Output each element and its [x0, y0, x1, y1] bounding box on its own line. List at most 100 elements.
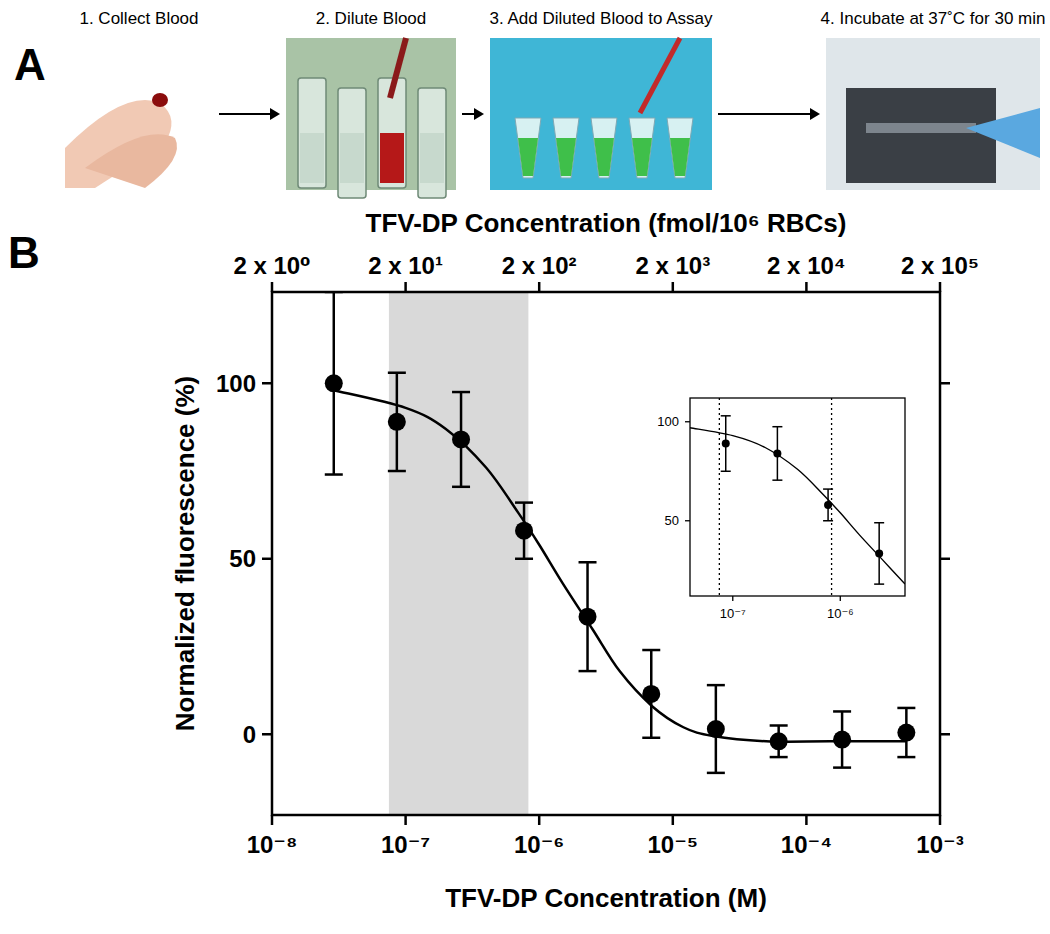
liquid	[300, 133, 324, 183]
liquid	[556, 138, 576, 176]
x-tick-label: 10⁻⁶	[827, 606, 854, 621]
y-axis-title: Normalized fluorescence (%)	[170, 376, 200, 731]
tube	[591, 118, 617, 178]
error-bar-cap	[388, 371, 406, 374]
arrow	[718, 113, 812, 115]
tube	[418, 88, 446, 198]
error-bar	[642, 650, 660, 738]
y-tick-label: 50	[665, 513, 679, 528]
finger	[85, 134, 177, 188]
x2-tick-label: 2 x 10¹	[368, 252, 443, 279]
illustration-bg	[65, 38, 213, 190]
figure: A 1. Collect Blood 2. Dilute Blood 3. Add D…	[0, 0, 1050, 934]
x2-tick	[672, 282, 675, 292]
error-bar-cap	[874, 522, 884, 524]
glove	[966, 108, 1040, 158]
error-bar-cap	[772, 426, 782, 428]
x-tick	[805, 815, 808, 825]
arrow-head	[474, 108, 484, 120]
liquid	[518, 138, 538, 176]
x2-tick-label: 2 x 10⁵	[901, 252, 979, 279]
tube	[515, 118, 541, 178]
error-bar-cap	[325, 473, 343, 476]
step-title: 4. Incubate at 37˚C for 30 min	[821, 9, 1046, 28]
background	[0, 0, 1050, 934]
y-tick	[262, 558, 272, 561]
error-bar-cap	[772, 479, 782, 481]
pipette	[640, 38, 680, 113]
error-bar-cap	[833, 710, 851, 713]
chart: 10⁻⁸10⁻⁷10⁻⁶10⁻⁵10⁻⁴10⁻³0501002 x 10⁰2 x…	[170, 208, 979, 913]
x-tick	[840, 596, 841, 601]
error-bar-cap	[707, 684, 725, 687]
x-tick-label: 10⁻⁶	[514, 831, 564, 858]
data-point	[722, 440, 730, 448]
x-tick	[404, 815, 407, 825]
y-tick	[685, 520, 690, 521]
y-tick-right	[940, 382, 950, 385]
error-bar	[579, 562, 597, 671]
plot-background	[690, 398, 905, 596]
error-bar-cap	[707, 772, 725, 775]
x2-tick	[805, 282, 808, 292]
error-bar-cap	[642, 737, 660, 740]
pipette	[390, 38, 406, 98]
y-tick	[685, 421, 690, 422]
x2-tick-label: 2 x 10³	[635, 252, 710, 279]
tube	[338, 88, 366, 198]
y-tick-label: 0	[243, 721, 256, 748]
data-point	[325, 374, 343, 392]
error-bar-cap	[770, 724, 788, 727]
error-bar	[325, 292, 343, 475]
x-tick	[672, 815, 675, 825]
error-bar-cap	[452, 391, 470, 394]
error-bar-cap	[823, 488, 833, 490]
incubator	[846, 88, 996, 183]
x-tick-label: 10⁻⁸	[247, 831, 298, 858]
x2-tick	[538, 282, 541, 292]
error-bar-cap	[770, 756, 788, 759]
liquid	[420, 133, 444, 183]
y-tick-label: 100	[216, 370, 256, 397]
error-bar-cap	[897, 756, 915, 759]
step-title: 1. Collect Blood	[79, 9, 198, 28]
plot-frame	[272, 292, 940, 815]
error-bar-cap	[452, 486, 470, 489]
x-tick-label: 10⁻⁷	[381, 831, 430, 858]
x2-tick-label: 2 x 10⁴	[767, 252, 846, 279]
error-bar-cap	[897, 707, 915, 710]
x-tick	[538, 815, 541, 825]
liquid	[670, 138, 690, 176]
step-illustration	[65, 38, 213, 190]
plot-frame	[690, 398, 905, 596]
x-tick-label: 10⁻⁴	[781, 831, 832, 858]
error-bar-cap	[642, 649, 660, 652]
step-title: 3. Add Diluted Blood to Assay	[489, 9, 713, 28]
data-point	[833, 731, 851, 749]
error-bar-cap	[833, 766, 851, 769]
plot-background	[272, 292, 940, 815]
step-illustration	[286, 38, 456, 198]
step-title: 2. Dilute Blood	[316, 9, 427, 28]
inset-chart: 10⁻⁷10⁻⁶50100	[657, 398, 905, 621]
data-point	[388, 413, 406, 431]
error-bar-cap	[823, 520, 833, 522]
error-bar-cap	[388, 470, 406, 473]
x-tick-label: 10⁻⁵	[647, 831, 698, 858]
liquid	[380, 133, 404, 183]
blood-drop	[152, 93, 168, 107]
x2-tick	[271, 282, 274, 292]
data-point	[897, 724, 915, 742]
x-tick	[271, 815, 274, 825]
x2-axis-title: TFV-DP Concentration (fmol/10⁶ RBCs)	[366, 208, 847, 238]
error-bar-cap	[515, 558, 533, 561]
arrow	[219, 113, 272, 115]
liquid	[340, 133, 364, 183]
tube	[629, 118, 655, 178]
error-bar	[897, 708, 915, 757]
error-bar	[388, 373, 406, 471]
panel-label: A	[14, 40, 46, 89]
error-bar-cap	[721, 415, 731, 417]
tube	[667, 118, 693, 178]
error-bar-cap	[721, 471, 731, 473]
